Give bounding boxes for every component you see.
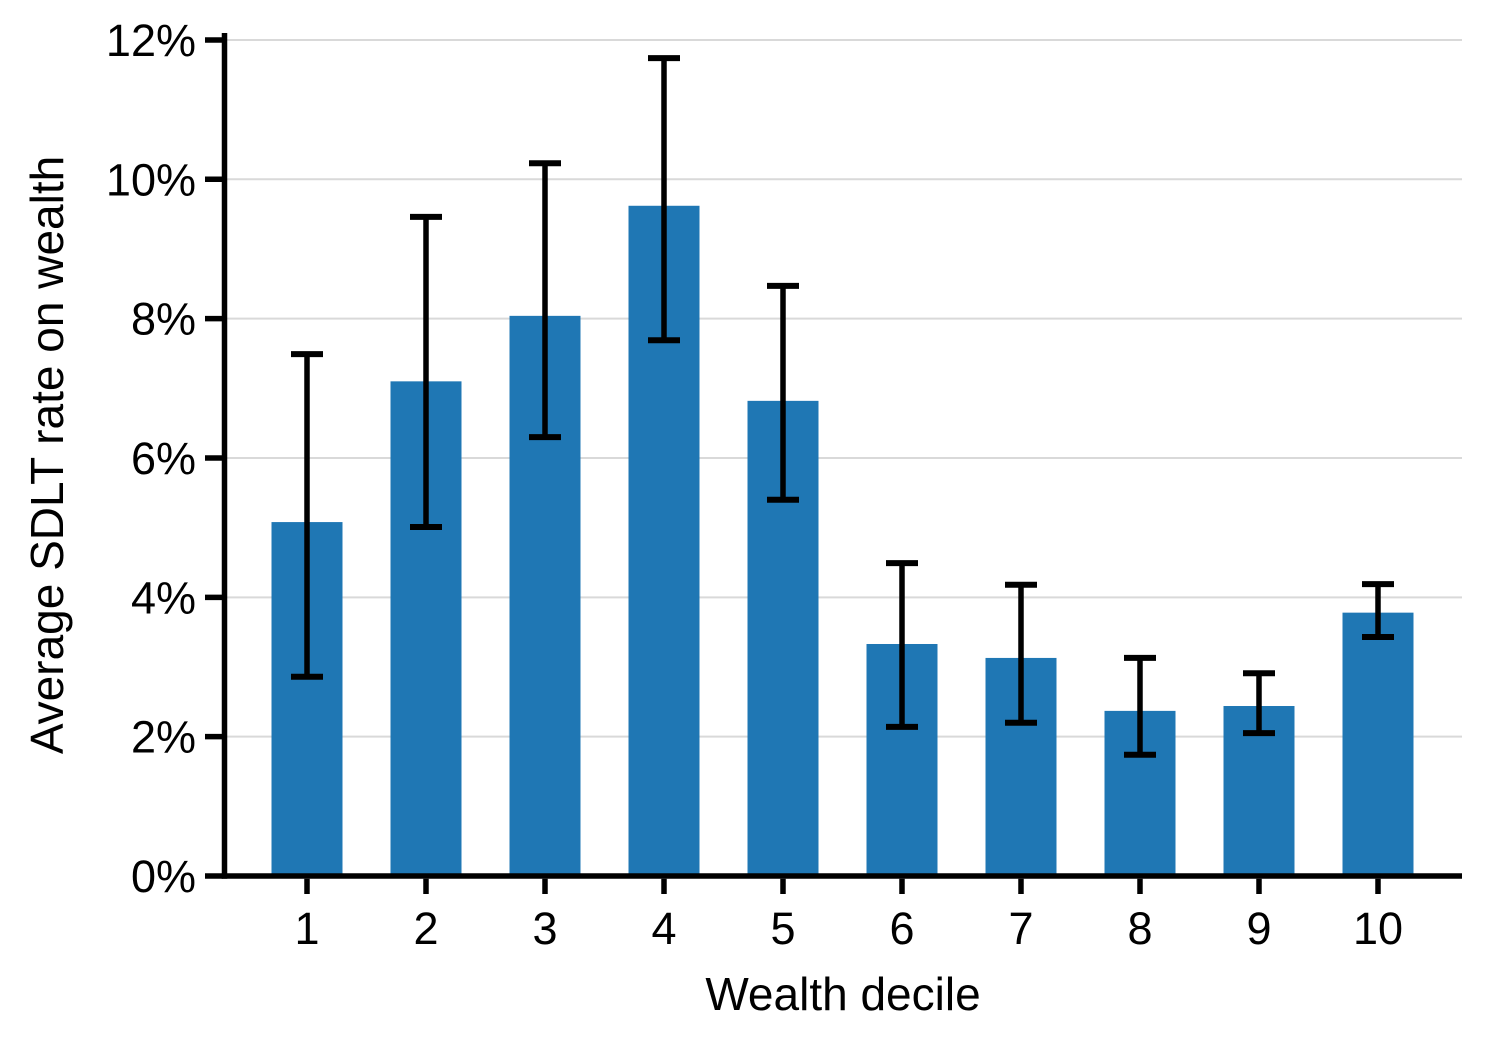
y-tick-label-10pct: 10% — [106, 154, 196, 205]
y-tick-label-6pct: 6% — [131, 433, 196, 484]
y-tick-label-2pct: 2% — [131, 712, 196, 763]
x-tick-label-decile-8: 8 — [1127, 903, 1152, 954]
x-tick-label-decile-6: 6 — [889, 903, 914, 954]
error-bars-group — [291, 55, 1394, 758]
bar-decile-10 — [1342, 612, 1414, 878]
y-tick-labels-group: 0% 2% 4% 6% 8% 10% 12% — [106, 15, 196, 902]
y-axis-label: Average SDLT rate on wealth — [21, 156, 73, 754]
y-tick-label-12pct: 12% — [106, 15, 196, 66]
x-tick-label-decile-2: 2 — [413, 903, 438, 954]
x-tick-label-decile-10: 10 — [1353, 903, 1403, 954]
x-tick-labels-group: 1 2 3 4 5 6 7 8 9 10 — [294, 903, 1403, 954]
x-tick-label-decile-9: 9 — [1246, 903, 1271, 954]
bars-group — [271, 205, 1414, 878]
y-tick-label-4pct: 4% — [131, 572, 196, 623]
x-tick-label-decile-4: 4 — [651, 903, 676, 954]
x-tick-label-decile-7: 7 — [1008, 903, 1033, 954]
tick-marks-group — [205, 37, 1381, 894]
x-axis-label: Wealth decile — [705, 968, 980, 1020]
y-tick-label-8pct: 8% — [131, 294, 196, 345]
x-tick-label-decile-1: 1 — [294, 903, 319, 954]
axes-group — [221, 33, 1462, 879]
x-tick-label-decile-3: 3 — [532, 903, 557, 954]
x-tick-label-decile-5: 5 — [770, 903, 795, 954]
y-tick-label-0pct: 0% — [131, 851, 196, 902]
